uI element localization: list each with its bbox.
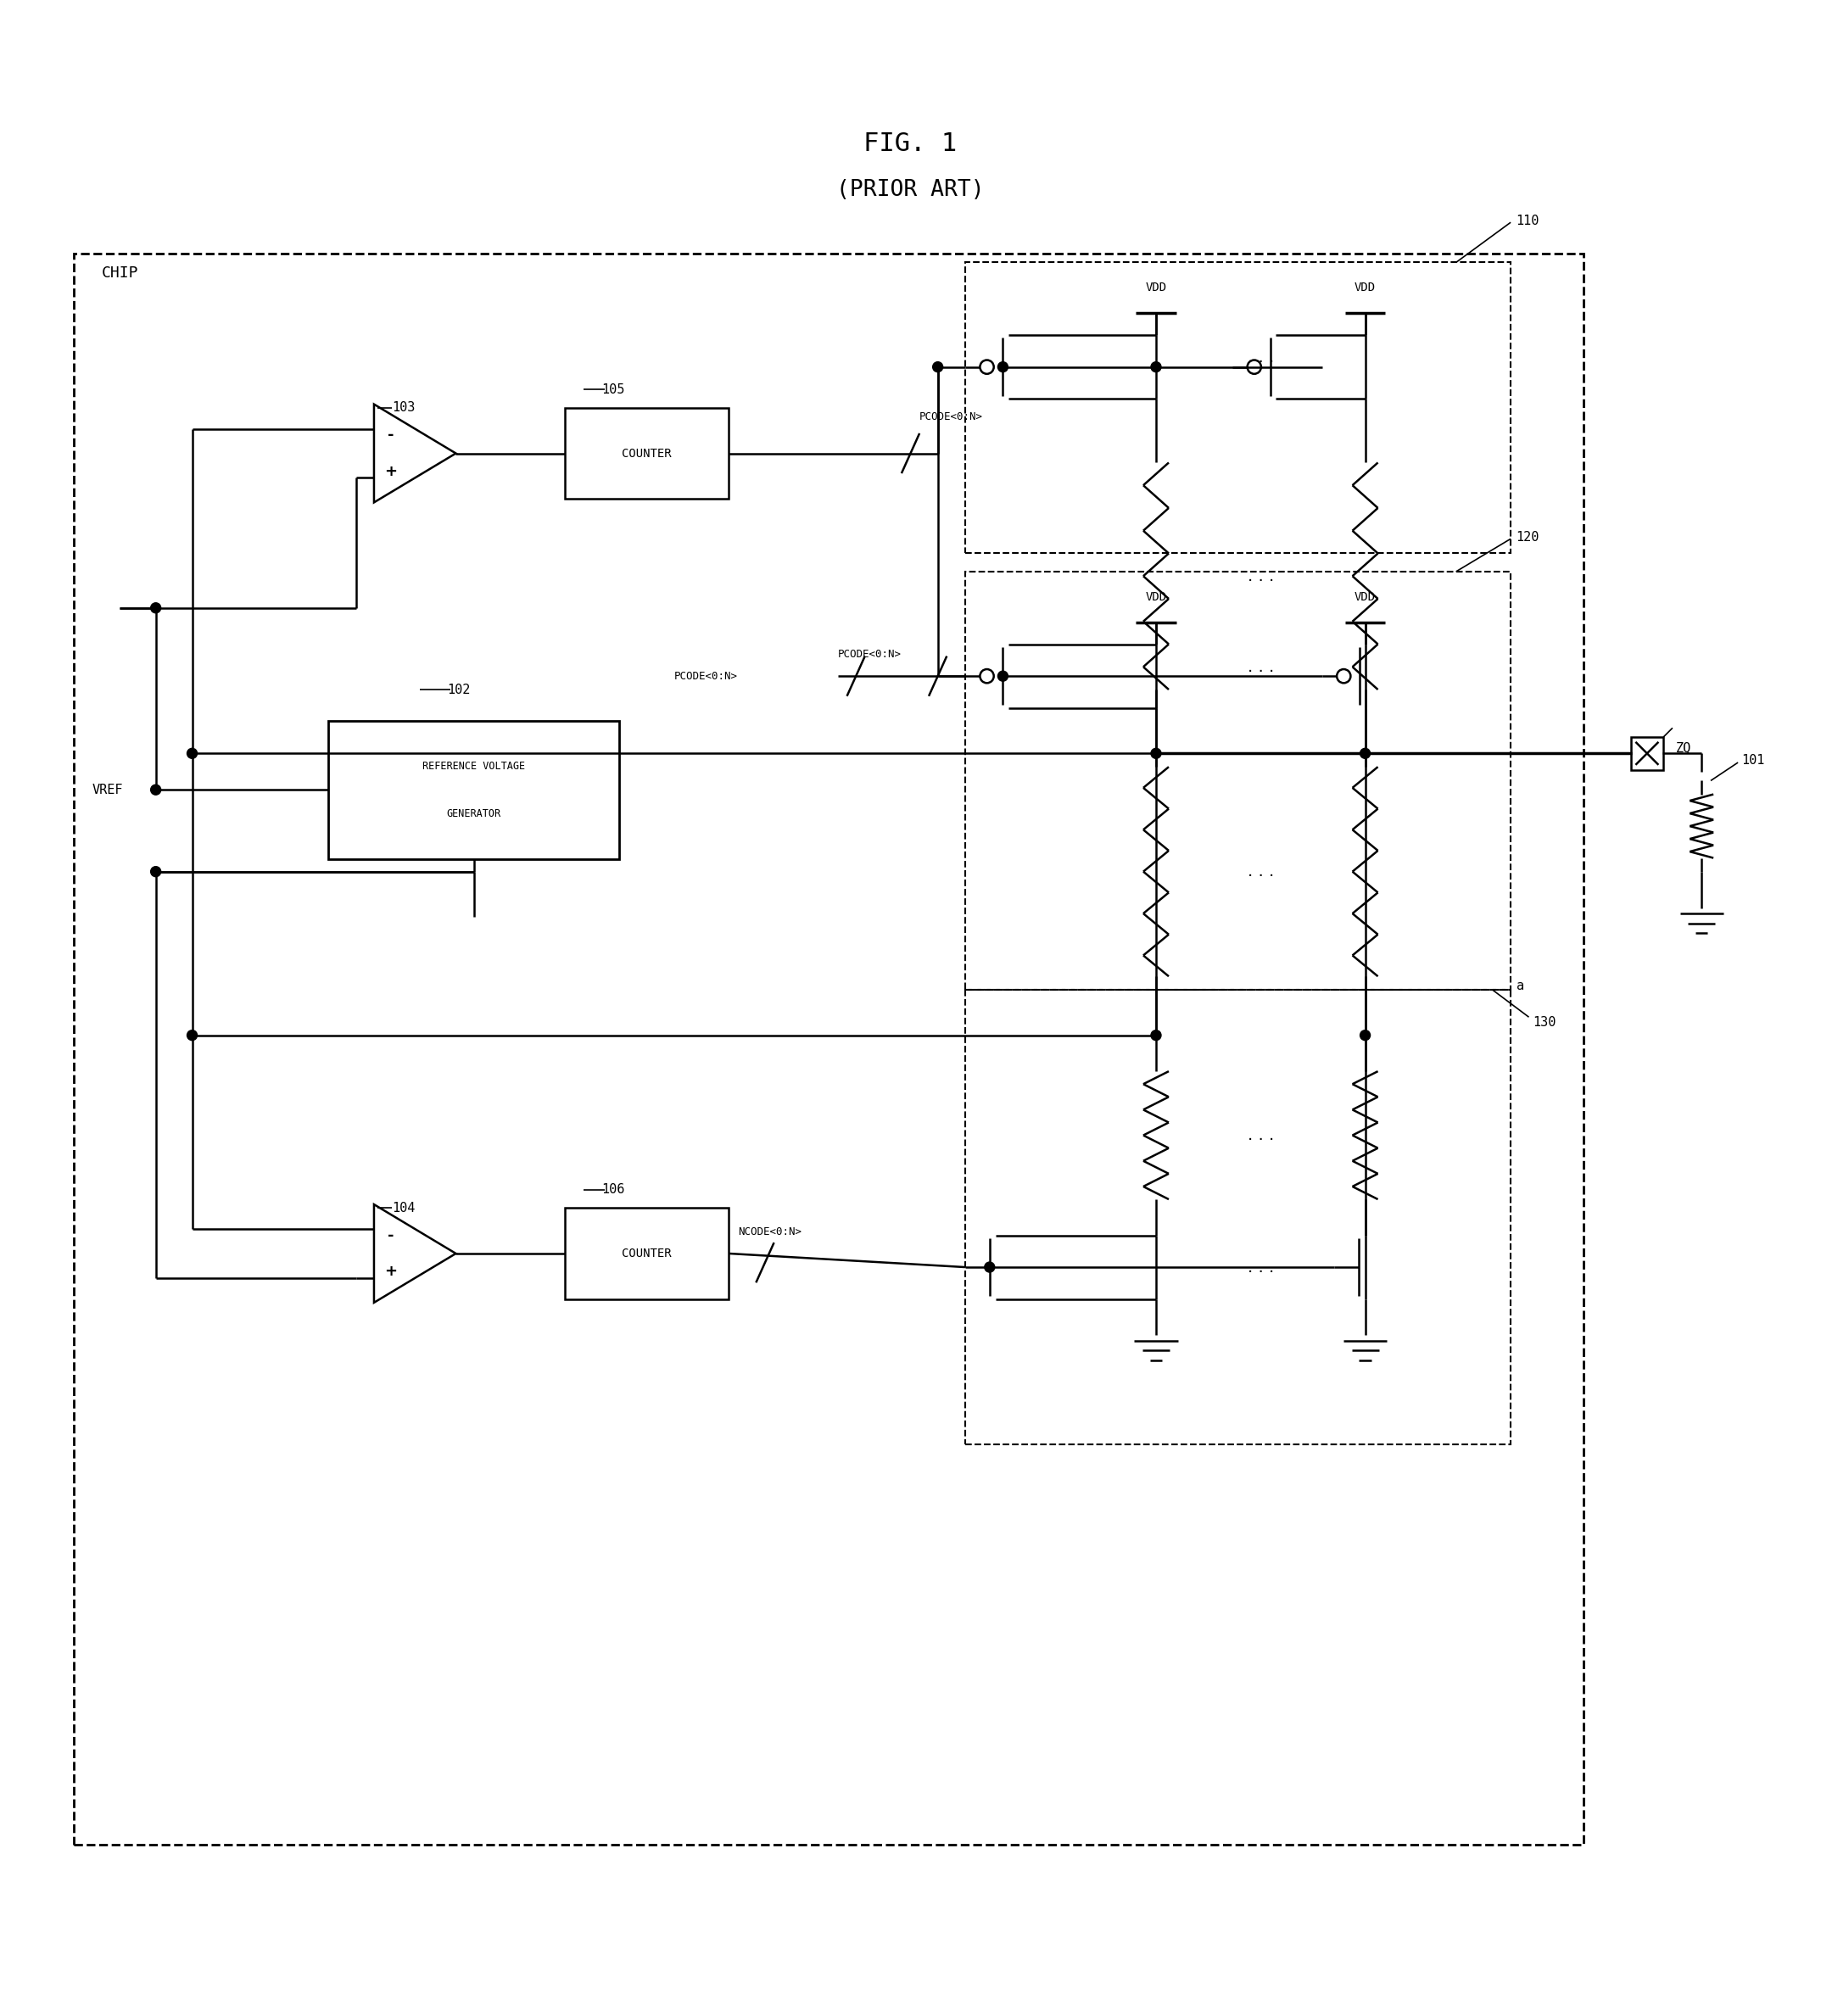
Text: . . .: . . . [1247, 1127, 1275, 1143]
Text: REFERENCE VOLTAGE: REFERENCE VOLTAGE [422, 760, 526, 772]
Bar [565, 407, 728, 498]
Circle shape [188, 748, 197, 758]
Text: VDD: VDD [1145, 282, 1167, 294]
Text: CHIP: CHIP [102, 266, 138, 280]
Bar [965, 990, 1511, 1443]
Circle shape [932, 361, 943, 373]
Circle shape [1360, 1030, 1369, 1040]
Text: 106: 106 [601, 1183, 625, 1195]
Text: PCODE<0:N>: PCODE<0:N> [838, 649, 901, 659]
Circle shape [998, 361, 1009, 373]
Text: . . .: . . . [1247, 569, 1275, 585]
Text: 103: 103 [392, 401, 415, 413]
Text: GENERATOR: GENERATOR [446, 808, 501, 818]
Text: . . .: . . . [1247, 351, 1275, 367]
Circle shape [151, 867, 160, 877]
Text: +: + [384, 464, 397, 480]
Bar [965, 573, 1511, 990]
Text: 110: 110 [1517, 214, 1539, 228]
Text: FIG. 1: FIG. 1 [863, 131, 958, 157]
Circle shape [985, 1262, 994, 1272]
Circle shape [188, 1030, 197, 1040]
Circle shape [151, 784, 160, 794]
Text: 105: 105 [601, 383, 625, 395]
Text: COUNTER: COUNTER [623, 1248, 672, 1260]
Text: ZQ: ZQ [1675, 742, 1692, 754]
Text: (PRIOR ART): (PRIOR ART) [836, 179, 985, 202]
Text: 130: 130 [1533, 1016, 1555, 1028]
Bar [965, 262, 1511, 552]
Bar [328, 720, 619, 859]
Circle shape [1151, 361, 1162, 373]
Text: a: a [1517, 980, 1524, 992]
Circle shape [998, 671, 1009, 681]
Text: NCODE<0:N>: NCODE<0:N> [738, 1226, 801, 1238]
Text: 101: 101 [1741, 754, 1765, 766]
Text: 104: 104 [392, 1202, 415, 1214]
Text: . . .: . . . [1247, 1260, 1275, 1276]
Circle shape [1151, 748, 1162, 758]
Text: VDD: VDD [1355, 282, 1377, 294]
Circle shape [1151, 1030, 1162, 1040]
Text: . . .: . . . [1247, 863, 1275, 879]
Text: -: - [388, 1228, 393, 1244]
Circle shape [1360, 748, 1369, 758]
Text: -: - [388, 427, 393, 444]
Text: VREF: VREF [93, 784, 124, 796]
Bar [565, 1208, 728, 1298]
Text: VDD: VDD [1145, 591, 1167, 603]
Text: 102: 102 [446, 683, 470, 696]
Text: VDD: VDD [1355, 591, 1377, 603]
Circle shape [151, 603, 160, 613]
Text: . . .: . . . [1247, 659, 1275, 675]
Text: PCODE<0:N>: PCODE<0:N> [920, 411, 983, 423]
Bar [1630, 738, 1663, 770]
Text: 120: 120 [1517, 530, 1539, 544]
Text: +: + [384, 1264, 397, 1278]
Text: COUNTER: COUNTER [623, 448, 672, 460]
Text: PCODE<0:N>: PCODE<0:N> [674, 671, 738, 681]
Bar [75, 254, 1584, 1845]
